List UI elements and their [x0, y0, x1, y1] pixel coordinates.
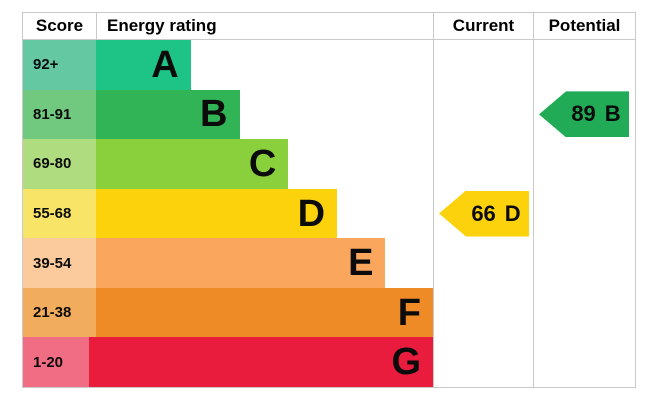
band-bar-g: G	[88, 337, 433, 388]
band-letter: G	[391, 341, 421, 384]
current-band: D	[504, 200, 521, 226]
band-row-f: 21-38 F	[23, 287, 433, 338]
band-bar-a: A	[96, 40, 191, 90]
band-letter: F	[397, 291, 421, 334]
potential-score: 89	[571, 101, 596, 127]
header-energy-rating: Energy rating	[96, 13, 433, 40]
band-bar-f: F	[95, 287, 433, 338]
band-score-range: 92+	[23, 40, 96, 90]
band-score-range: 55-68	[23, 188, 96, 239]
header-score: Score	[23, 13, 96, 40]
band-bar-c: C	[96, 139, 289, 189]
band-row-d: 55-68 D	[23, 188, 433, 239]
current-score: 66	[471, 200, 496, 226]
current-rating-arrow: 66 D	[439, 190, 529, 237]
band-letter: D	[297, 192, 326, 235]
band-score-range: 81-91	[23, 89, 96, 140]
band-row-e: 39-54 E	[23, 238, 433, 288]
band-letter: B	[200, 93, 228, 136]
band-bar-e: E	[96, 238, 386, 288]
potential-column: 89 B	[533, 40, 635, 387]
band-letter: A	[151, 43, 179, 86]
bands-column: 92+ A 81-91 B 69-80 C 55-68 D	[23, 40, 433, 388]
epc-table: Score Energy rating Current Potential 92…	[22, 12, 636, 388]
band-score-range: 39-54	[23, 238, 96, 288]
band-score-range: 21-38	[23, 287, 96, 338]
band-letter: E	[348, 242, 374, 285]
potential-band: B	[604, 101, 621, 127]
band-score-range: 69-80	[23, 139, 96, 189]
band-row-g: 1-20 G	[23, 337, 433, 388]
band-row-c: 69-80 C	[23, 139, 433, 189]
potential-rating-arrow: 89 B	[539, 91, 629, 138]
band-bar-d: D	[96, 188, 338, 239]
band-score-range: 1-20	[23, 337, 89, 388]
band-row-a: 92+ A	[23, 40, 433, 90]
band-letter: C	[248, 142, 277, 185]
header-potential: Potential	[533, 13, 635, 40]
header-current: Current	[433, 13, 533, 40]
band-bar-b: B	[96, 89, 240, 140]
current-column: 66 D	[433, 40, 533, 387]
band-row-b: 81-91 B	[23, 89, 433, 140]
